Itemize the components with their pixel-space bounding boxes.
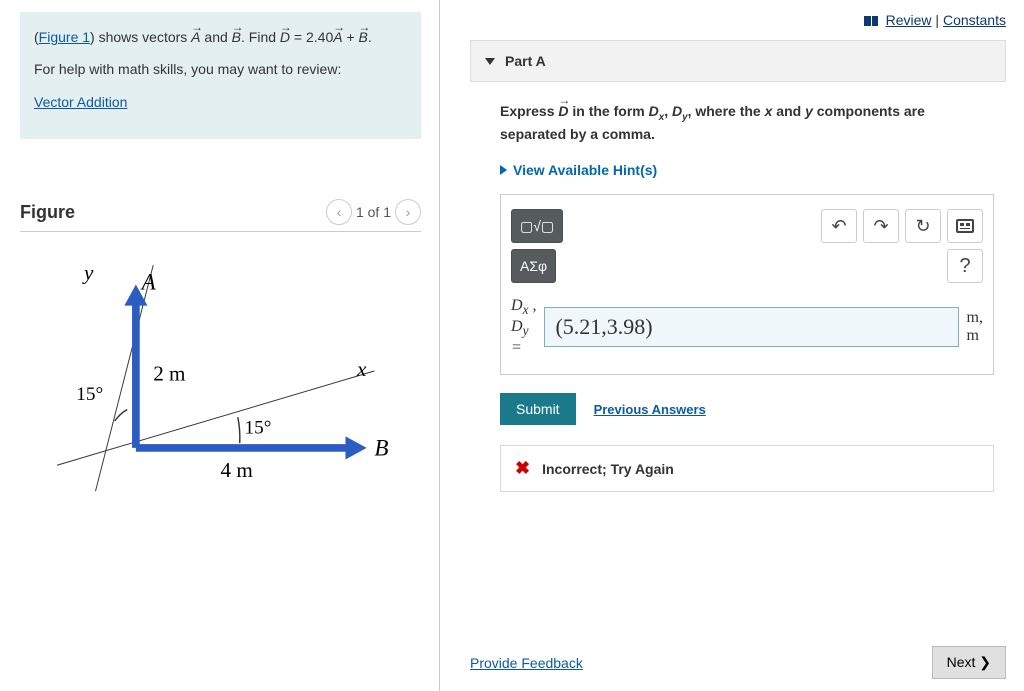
incorrect-icon: ✖ xyxy=(515,458,530,479)
vector-B: B xyxy=(232,29,241,45)
feedback-text: Incorrect; Try Again xyxy=(542,461,674,477)
answer-input[interactable]: (5.21,3.98) xyxy=(544,307,958,347)
formula-toolbar xyxy=(511,209,983,243)
axis-x-label: x xyxy=(356,357,367,381)
greek-button[interactable] xyxy=(511,249,556,283)
A-length-label: 2 m xyxy=(153,362,186,386)
hints-toggle[interactable]: View Available Hint(s) xyxy=(500,162,657,178)
vector-A: A xyxy=(191,29,200,45)
previous-answers-link[interactable]: Previous Answers xyxy=(594,402,706,417)
chevron-right-icon xyxy=(500,165,507,175)
sqrt-icon xyxy=(520,218,554,235)
templates-button[interactable] xyxy=(511,209,563,243)
answer-variable-label: Dx ,Dy= xyxy=(511,297,536,356)
answer-entry-row: Dx ,Dy= (5.21,3.98) m,m xyxy=(511,297,983,356)
reset-button[interactable] xyxy=(905,209,941,243)
greek-icon xyxy=(520,258,547,274)
review-link[interactable]: Review xyxy=(886,12,932,28)
help-button[interactable]: ? xyxy=(947,249,983,283)
figure-diagram: y x A⃗ B⃗ 2 m 4 m 15° 15° xyxy=(20,246,421,496)
redo-icon xyxy=(873,216,888,237)
reset-icon xyxy=(915,216,930,237)
problem-statement: (Figure 1) shows vectors A and B. Find D… xyxy=(20,12,421,139)
submit-row: Submit Previous Answers xyxy=(500,393,994,425)
figure-nav: ‹ 1 of 1 › xyxy=(326,199,421,225)
answer-box: ? Dx ,Dy= (5.21,3.98) m,m xyxy=(500,194,994,375)
feedback-box: ✖ Incorrect; Try Again xyxy=(500,445,994,492)
axis-y-label: y xyxy=(82,261,94,285)
vec-B-label: B⃗ xyxy=(374,435,406,461)
figure-header: Figure ‹ 1 of 1 › xyxy=(20,199,421,232)
B-length-label: 4 m xyxy=(221,458,254,482)
provide-feedback-link[interactable]: Provide Feedback xyxy=(470,655,583,671)
next-button[interactable]: Next ❯ xyxy=(932,646,1006,679)
undo-button[interactable] xyxy=(821,209,857,243)
collapse-icon xyxy=(485,58,495,65)
top-links: Review | Constants xyxy=(470,12,1006,28)
problem-line-1: (Figure 1) shows vectors A and B. Find D… xyxy=(34,26,407,48)
answer-unit-label: m,m xyxy=(967,309,983,344)
redo-button[interactable] xyxy=(863,209,899,243)
keyboard-button[interactable] xyxy=(947,209,983,243)
instruction-text: Express D in the form Dx, Dy, where the … xyxy=(500,102,994,144)
figure-next-button[interactable]: › xyxy=(395,199,421,225)
book-icon xyxy=(864,16,878,26)
footer-row: Provide Feedback Next ❯ xyxy=(470,626,1006,679)
submit-button[interactable]: Submit xyxy=(500,393,576,425)
vec-A-label: A⃗ xyxy=(140,268,174,294)
left-panel: (Figure 1) shows vectors A and B. Find D… xyxy=(0,0,440,691)
part-a-title: Part A xyxy=(505,53,546,69)
A-angle-label: 15° xyxy=(76,384,103,405)
part-a-body: Express D in the form Dx, Dy, where the … xyxy=(470,82,1006,502)
vector-D: D xyxy=(280,29,290,45)
help-intro: For help with math skills, you may want … xyxy=(34,58,407,80)
part-a-header[interactable]: Part A xyxy=(470,40,1006,82)
figure-prev-button[interactable]: ‹ xyxy=(326,199,352,225)
keyboard-icon xyxy=(956,219,974,233)
constants-link[interactable]: Constants xyxy=(943,12,1006,28)
figure-link[interactable]: Figure 1 xyxy=(39,29,90,45)
undo-icon xyxy=(831,216,846,237)
B-angle-label: 15° xyxy=(245,418,272,439)
figure-counter: 1 of 1 xyxy=(356,204,391,220)
vector-addition-link[interactable]: Vector Addition xyxy=(34,94,127,110)
figure-title: Figure xyxy=(20,202,75,223)
right-panel: Review | Constants Part A Express D in t… xyxy=(440,0,1024,691)
